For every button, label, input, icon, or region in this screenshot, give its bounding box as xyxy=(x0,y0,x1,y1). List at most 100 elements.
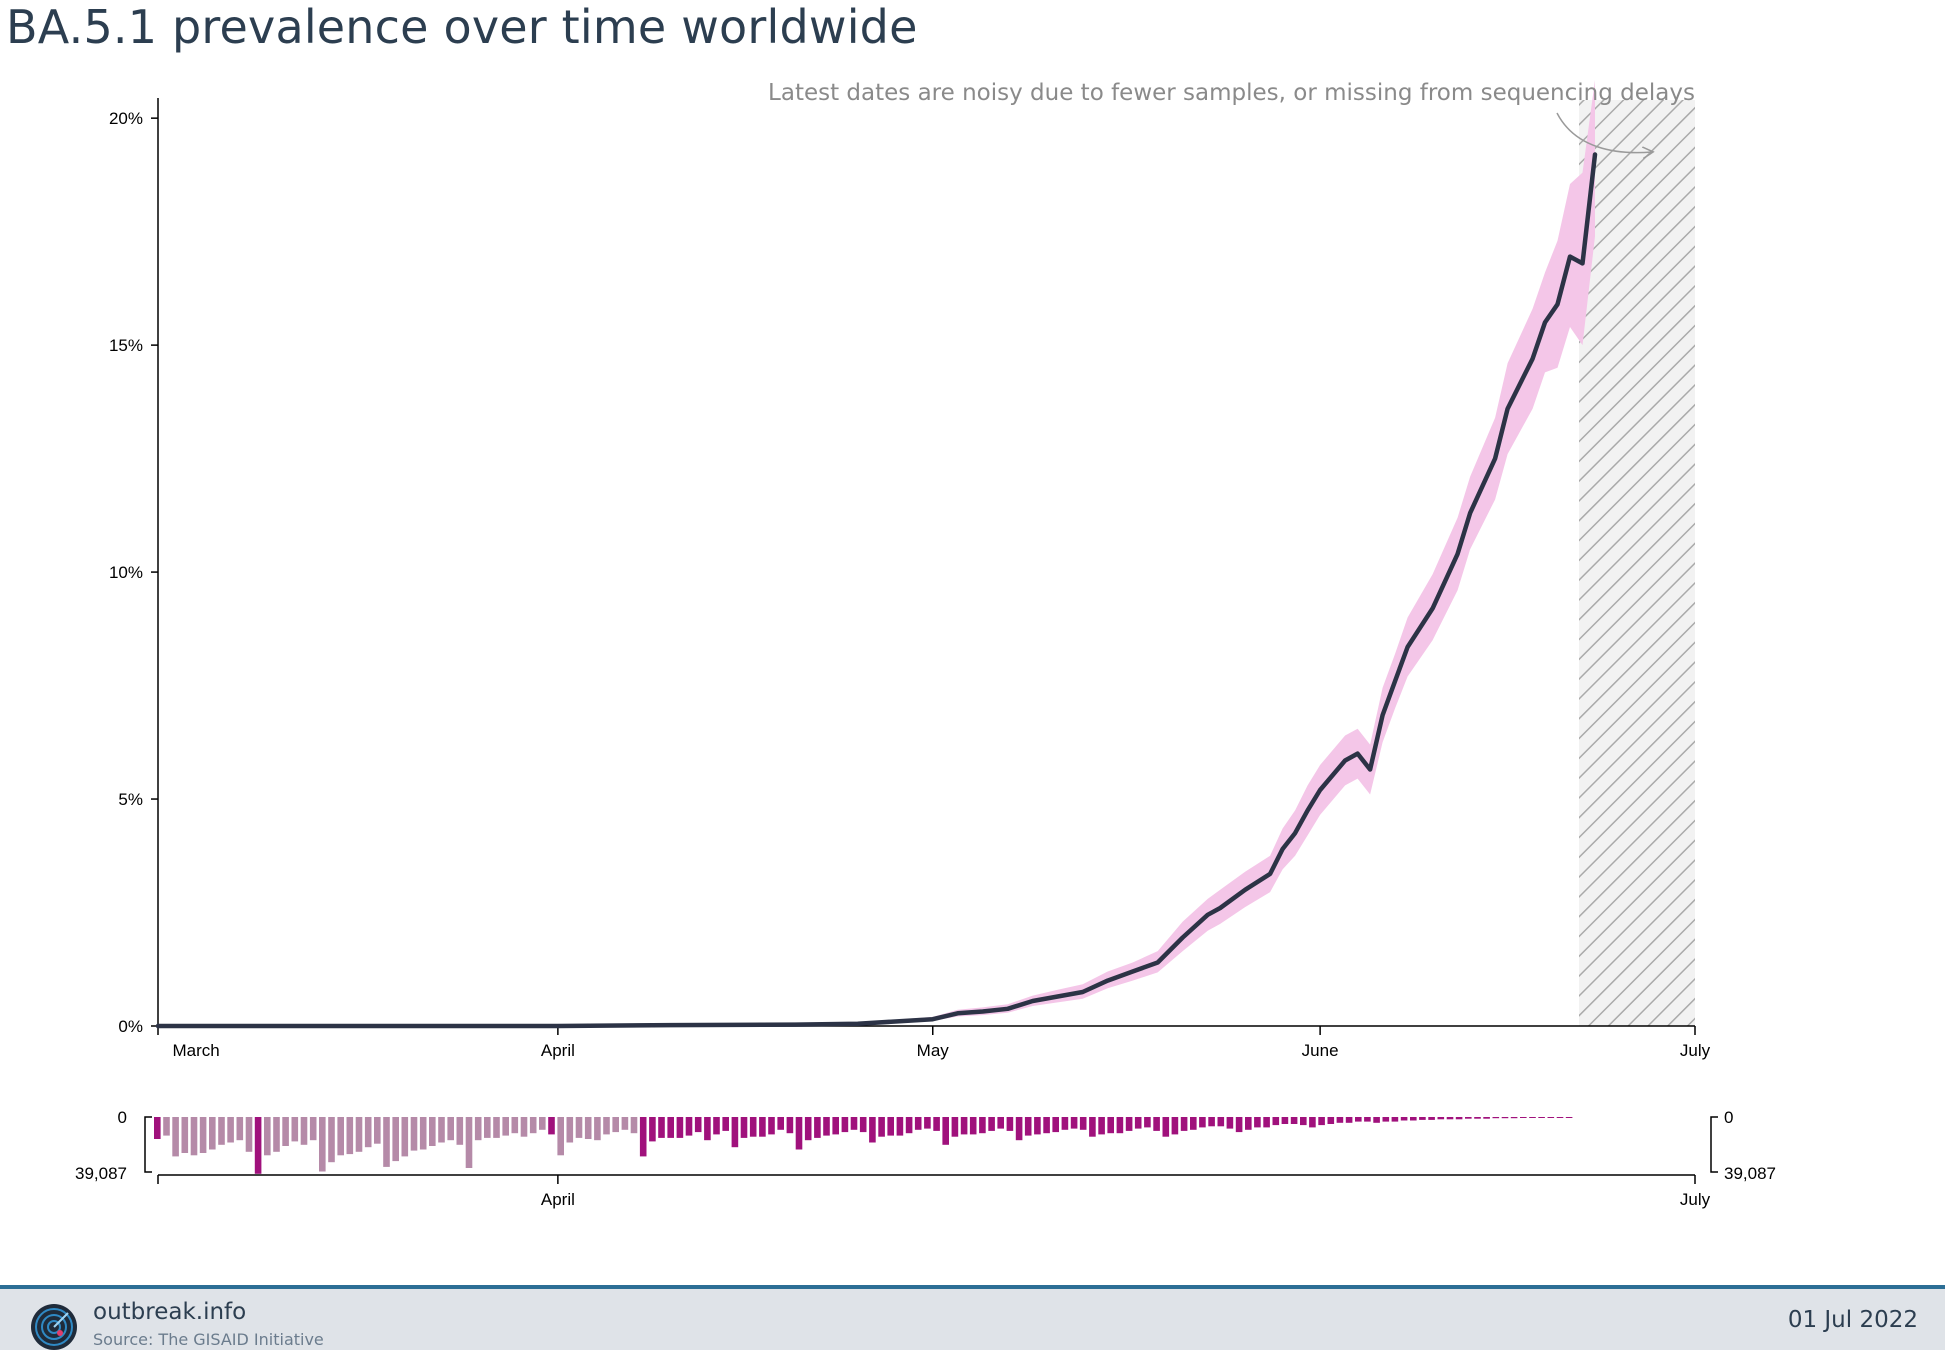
sample-count-bar xyxy=(1529,1117,1536,1118)
sample-count-bar xyxy=(740,1117,748,1138)
sample-count-bar xyxy=(456,1117,464,1145)
x-tick-label: March xyxy=(172,1041,219,1060)
noisy-period-hatch xyxy=(1579,100,1695,1026)
sample-count-bar xyxy=(291,1117,299,1142)
sample-count-bar xyxy=(319,1117,326,1172)
sample-count-bar xyxy=(997,1117,1004,1129)
sample-count-bar xyxy=(264,1117,271,1156)
sample-count-bar xyxy=(814,1117,821,1138)
sample-count-bar xyxy=(484,1117,491,1138)
bars-right-axis xyxy=(1710,1116,1718,1173)
sample-count-bar xyxy=(1263,1117,1270,1128)
sample-count-bar xyxy=(209,1117,216,1150)
sample-count-bar xyxy=(759,1117,766,1137)
sample-count-bar xyxy=(1510,1117,1518,1119)
sample-count-bar xyxy=(181,1117,189,1153)
sample-count-bar xyxy=(1391,1117,1399,1122)
sample-count-bar xyxy=(1079,1117,1087,1130)
noisy-data-annotation: Latest dates are noisy due to fewer samp… xyxy=(768,80,1695,106)
sample-count-bar xyxy=(346,1117,354,1155)
sample-count-bar xyxy=(1309,1117,1316,1128)
bars-x-tick-label: July xyxy=(1680,1190,1711,1209)
sample-count-bar xyxy=(933,1117,940,1131)
sample-count-bar xyxy=(676,1117,684,1138)
footer: outbreak.info Source: The GISAID Initiat… xyxy=(0,1285,1945,1350)
sample-count-bar xyxy=(309,1117,317,1141)
sample-count-bar xyxy=(1492,1117,1500,1119)
sample-count-bar xyxy=(1483,1117,1490,1119)
sample-count-bar xyxy=(419,1117,427,1150)
sample-count-bar xyxy=(896,1117,904,1136)
sample-count-bar xyxy=(603,1117,610,1135)
bars-x-tick-label: April xyxy=(541,1190,575,1209)
sample-count-bar xyxy=(960,1117,968,1135)
sample-count-bar xyxy=(1245,1117,1252,1130)
sample-count-bar xyxy=(474,1117,482,1141)
sample-count-bar xyxy=(731,1117,739,1148)
sample-count-bar xyxy=(704,1117,711,1141)
sample-count-bar xyxy=(1455,1117,1463,1120)
sample-count-bar xyxy=(401,1117,409,1157)
sample-count-bar xyxy=(594,1117,601,1141)
sample-count-bar xyxy=(988,1117,995,1131)
sample-count-bar xyxy=(1125,1117,1133,1131)
sample-count-bar xyxy=(905,1117,913,1134)
sample-count-bar xyxy=(979,1117,986,1134)
sample-count-bar xyxy=(1290,1117,1298,1124)
sample-count-bar xyxy=(1520,1117,1527,1118)
sample-count-bar xyxy=(749,1117,757,1137)
sample-count-bar xyxy=(511,1117,519,1134)
sample-count-bar xyxy=(1015,1117,1023,1141)
sample-count-bar xyxy=(1400,1117,1408,1121)
sample-count-bar xyxy=(850,1117,858,1130)
sample-count-bar xyxy=(364,1117,372,1148)
sample-count-bar xyxy=(768,1117,775,1135)
bars-min-label: 0 xyxy=(118,1108,127,1127)
sample-count-bar xyxy=(1318,1117,1325,1126)
sample-count-bar xyxy=(667,1117,674,1138)
sample-count-bar xyxy=(1272,1117,1280,1126)
sample-count-bar xyxy=(612,1117,619,1133)
sample-count-bar xyxy=(410,1117,418,1151)
sample-count-bar xyxy=(163,1117,170,1136)
sample-count-bar xyxy=(1547,1117,1555,1118)
sample-count-bar xyxy=(1226,1117,1234,1129)
sample-count-bar xyxy=(539,1117,546,1130)
sample-count-bar xyxy=(1162,1117,1170,1137)
sample-count-bar xyxy=(1355,1117,1362,1122)
bars-left-axis xyxy=(144,1116,152,1173)
sample-count-bar xyxy=(722,1117,729,1131)
sample-count-bar xyxy=(1538,1117,1545,1118)
bars-max-label: 39,087 xyxy=(75,1164,127,1183)
sample-count-bar xyxy=(227,1117,234,1143)
sample-count-bar xyxy=(841,1117,849,1133)
sample-count-bar xyxy=(777,1117,784,1130)
sample-count-bar xyxy=(337,1117,344,1156)
sample-count-bar xyxy=(1153,1117,1160,1131)
sample-count-bar xyxy=(300,1117,308,1145)
sample-count-bar xyxy=(1373,1117,1380,1123)
x-tick-label: May xyxy=(917,1041,950,1060)
sample-count-bar xyxy=(951,1117,959,1137)
sample-count-bar xyxy=(1565,1117,1573,1118)
y-tick-label: 20% xyxy=(109,109,143,128)
sample-count-bar xyxy=(438,1117,445,1143)
sample-count-bar xyxy=(429,1117,436,1146)
sample-count-bar xyxy=(245,1117,253,1152)
sample-count-bar xyxy=(804,1117,812,1141)
sample-count-bar xyxy=(795,1117,803,1150)
sample-count-bar xyxy=(1024,1117,1032,1136)
y-tick-label: 0% xyxy=(118,1017,143,1036)
sample-count-bar xyxy=(924,1117,931,1129)
sample-count-bar xyxy=(1070,1117,1078,1129)
sample-count-bar xyxy=(502,1117,509,1136)
sample-count-bar xyxy=(218,1117,225,1145)
sample-count-bar xyxy=(713,1117,720,1135)
sample-count-bar xyxy=(529,1117,537,1134)
y-tick-label: 10% xyxy=(109,563,143,582)
y-axis: 0% 5% 10% 15% 20% xyxy=(109,98,159,1036)
confidence-band xyxy=(158,80,1595,1026)
sample-count-bar xyxy=(154,1117,161,1139)
prevalence-chart: 0% 5% 10% 15% 20% March April May June July Late… xyxy=(75,80,1776,1209)
sample-count-bar xyxy=(1235,1117,1243,1133)
